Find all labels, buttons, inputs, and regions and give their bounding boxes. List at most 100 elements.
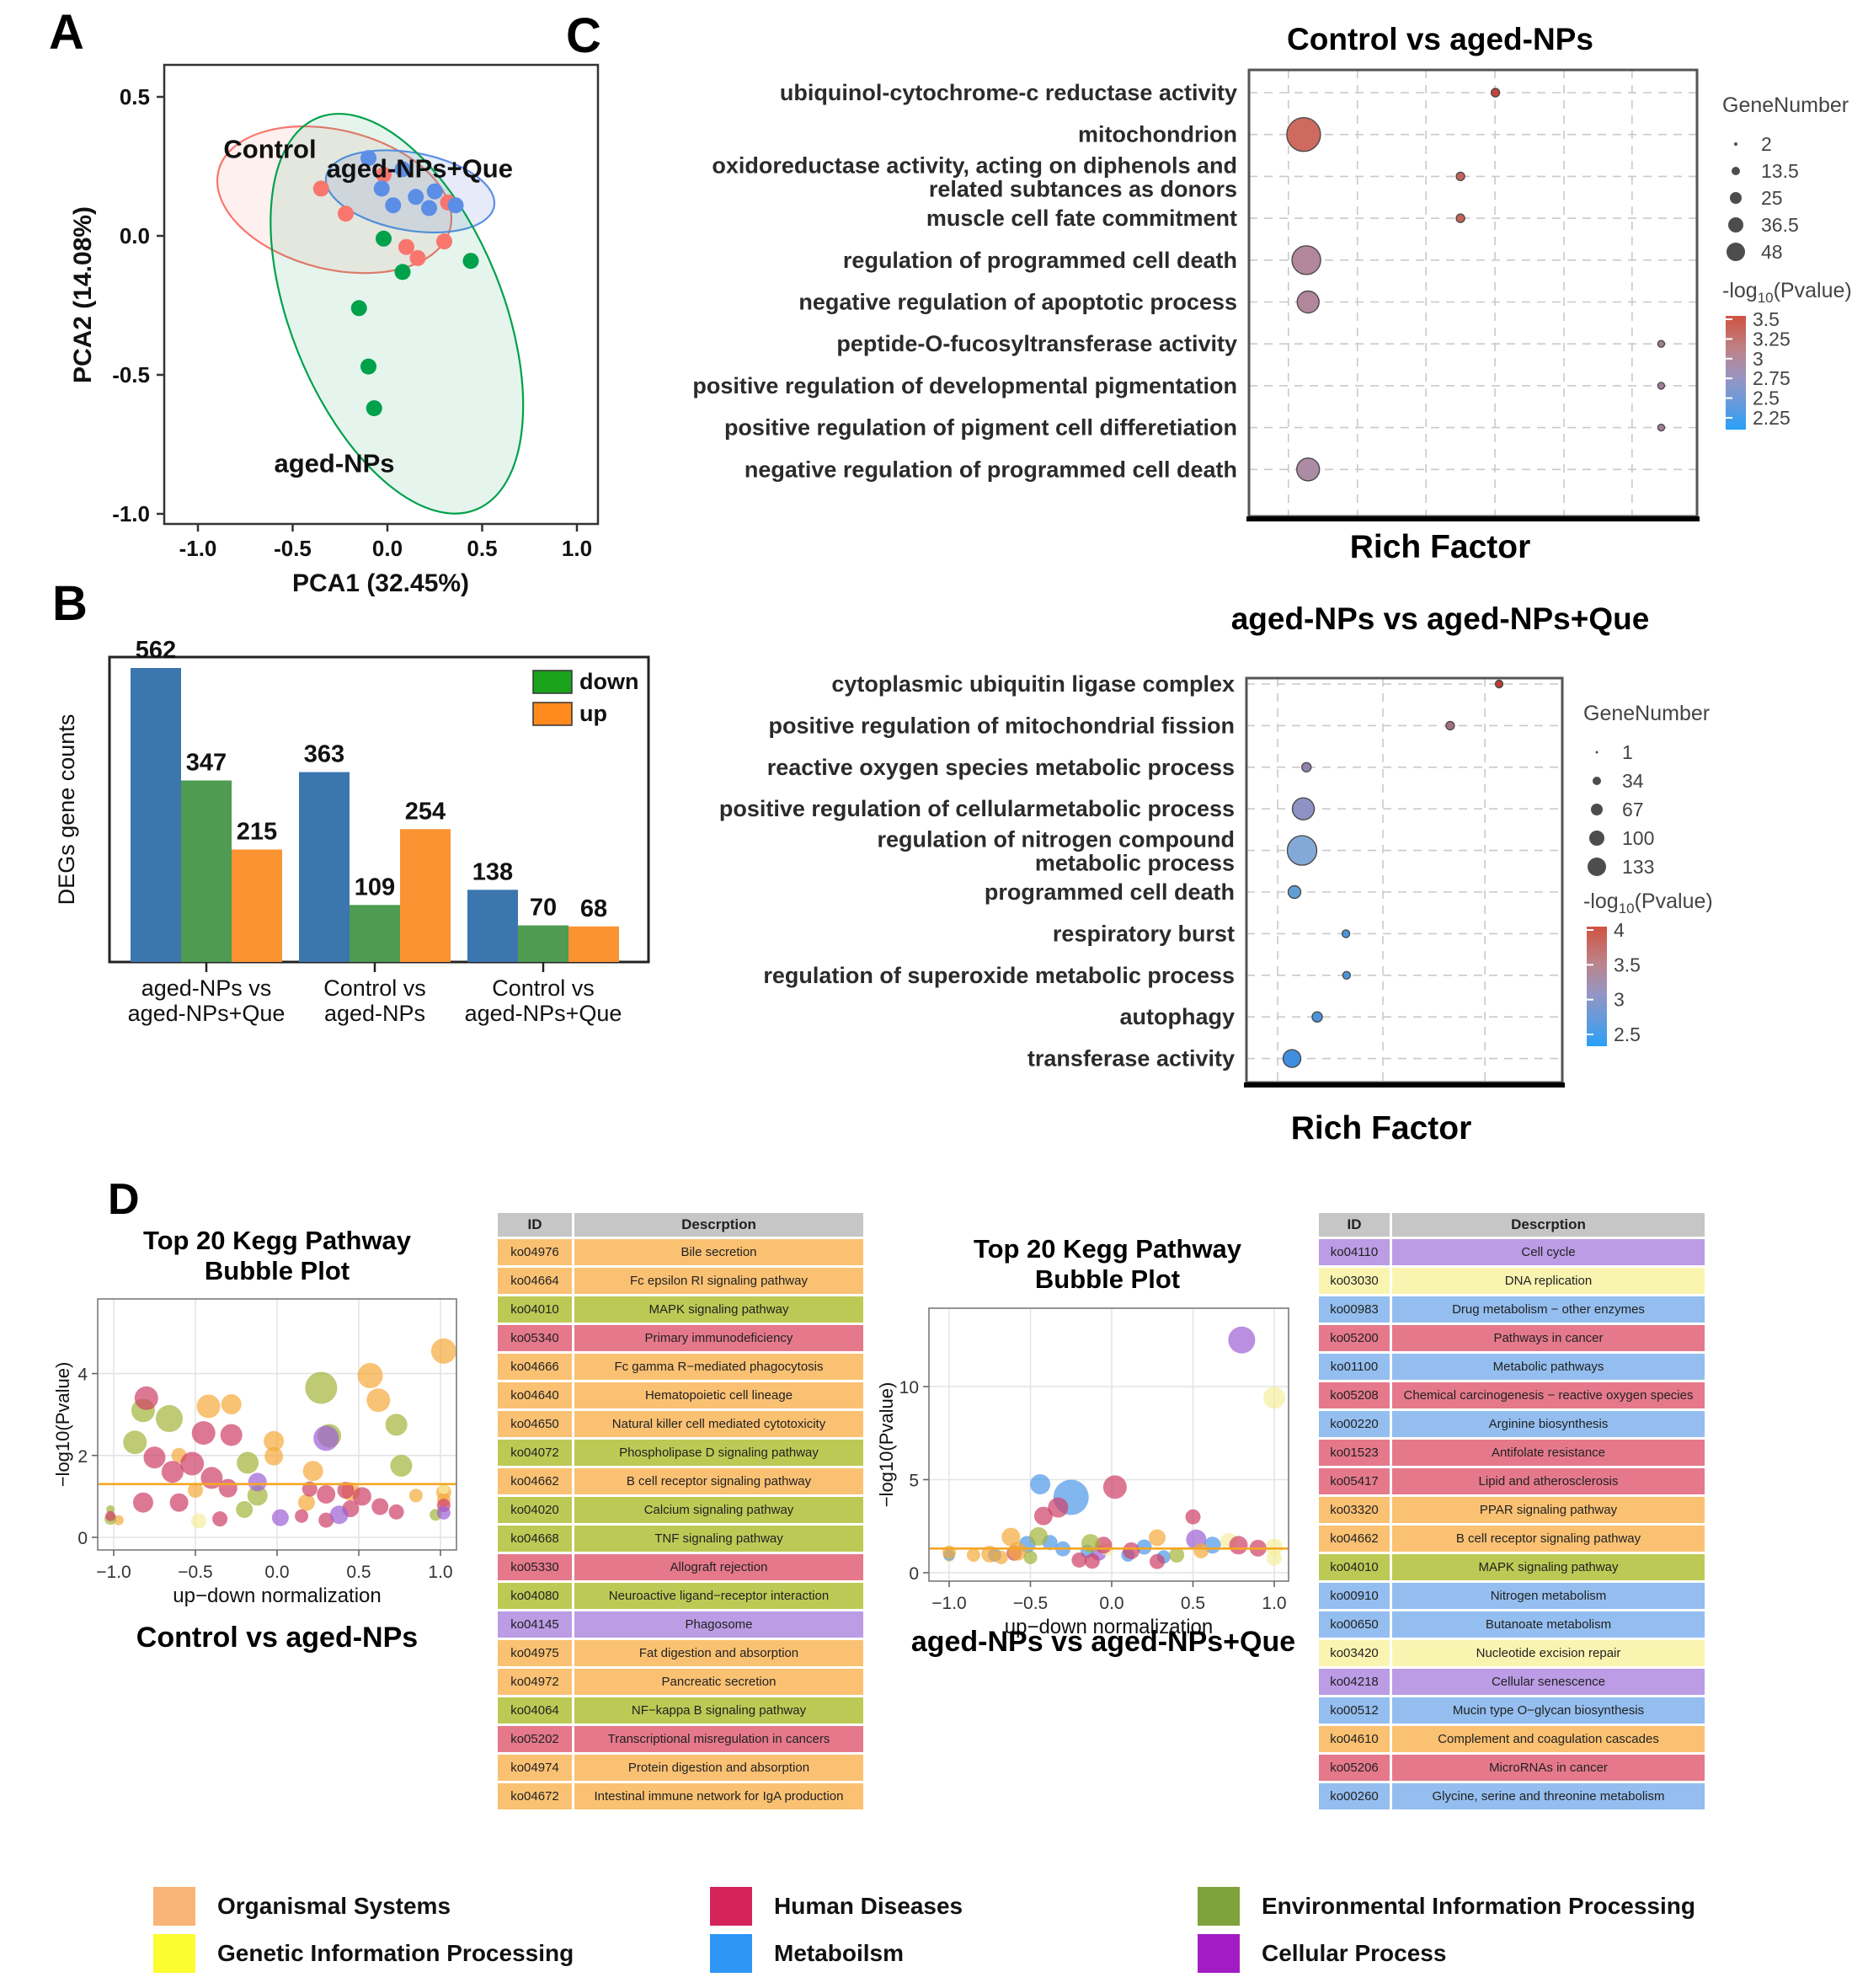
go-row-label: metabolic process — [1035, 851, 1235, 876]
size-legend-dot — [1727, 243, 1745, 261]
table-cell: Protein digestion and absorption — [574, 1755, 863, 1781]
size-legend-dot — [1734, 142, 1737, 146]
go-row-label: programmed cell death — [985, 879, 1235, 905]
color-legend-value: 2.25 — [1753, 407, 1791, 429]
table-cell: PPAR signaling pathway — [1392, 1497, 1705, 1523]
color-legend-title: -log10(Pvalue) — [1583, 890, 1713, 917]
pca-plot: Control aged-NPs+Que aged-NPs 0.5 0.0 -0.5 -1.… — [69, 63, 600, 597]
kegg-bubble — [318, 1512, 334, 1528]
x-tick-label: 0.0 — [264, 1563, 289, 1582]
table-cell: ko00910 — [1319, 1583, 1390, 1609]
pca-point — [366, 400, 382, 417]
go-row-label: mitochondrion — [1078, 122, 1237, 147]
go-row-label: positive regulation of cellularmetabolic… — [719, 796, 1235, 821]
kegg-bubble — [143, 1446, 166, 1469]
go-row-label: negative regulation of apoptotic process — [798, 290, 1237, 315]
deg-ylabel: DEGs gene counts — [54, 714, 79, 906]
go-row-label: transferase activity — [1027, 1046, 1235, 1071]
size-legend-dot — [1730, 192, 1742, 204]
kegg-bubble — [408, 1488, 423, 1503]
kegg-bubble — [388, 1504, 404, 1520]
go-row-label: muscle cell fate commitment — [926, 206, 1237, 231]
pca-group-label: Control — [223, 135, 316, 164]
kegg-bubble — [981, 1545, 999, 1563]
table-cell: Butanoate metabolism — [1392, 1611, 1705, 1638]
table-header-row: ID Descrption — [498, 1213, 863, 1237]
pca-point — [462, 253, 479, 270]
table-cell: MAPK signaling pathway — [574, 1296, 863, 1323]
go-row-label: autophagy — [1119, 1004, 1235, 1029]
table-cell: ko04662 — [1319, 1526, 1390, 1552]
table-row: ko03420 Nucleotide excision repair — [1319, 1640, 1705, 1666]
size-legend-value: 36.5 — [1761, 214, 1799, 236]
color-legend-value: 3.5 — [1753, 308, 1780, 330]
category-label: Human Diseases — [774, 1893, 963, 1919]
deg-group-label: aged-NPs+Que — [465, 1001, 622, 1026]
go-bubble — [1490, 88, 1501, 98]
table-row: ko04664 Fc epsilon RI signaling pathway — [498, 1268, 863, 1294]
kegg-bubble — [1169, 1547, 1185, 1563]
kegg-pathway-table-1: ID Descrption ko04976 Bile secretion ko04664… — [495, 1210, 866, 1812]
x-tick-label: -0.5 — [274, 536, 312, 561]
pca-group-label: aged-NPs+Que — [327, 154, 513, 184]
table-cell: ko04110 — [1319, 1239, 1390, 1265]
pca-point — [338, 206, 354, 222]
size-legend-value: 67 — [1622, 799, 1644, 820]
kegg-bubble — [295, 1509, 309, 1523]
kegg-bubble — [297, 1494, 315, 1511]
go-bubble — [1341, 929, 1351, 938]
kegg-bubble — [134, 1386, 158, 1410]
table-cell: Cellular senescence — [1392, 1669, 1705, 1695]
table-cell: ko04640 — [498, 1382, 572, 1408]
table-cell: Lipid and atherosclerosis — [1392, 1468, 1705, 1494]
kegg-bubble — [994, 1550, 1008, 1564]
x-tick-label: 1.0 — [428, 1563, 452, 1582]
x-tick-label: 0.5 — [467, 536, 497, 561]
deg-group-label: aged-NPs+Que — [128, 1001, 286, 1026]
table-cell: Bile secretion — [574, 1239, 863, 1265]
table-cell: Fc gamma R−mediated phagocytosis — [574, 1354, 863, 1380]
category-label: Genetic Information Processing — [217, 1940, 574, 1966]
table-row: ko04020 Calcium signaling pathway — [498, 1497, 863, 1523]
kegg-bubble — [385, 1414, 408, 1436]
pathway-table: ID Descrption ko04110 Cell cycle ko03030 DNA … — [1316, 1210, 1707, 1812]
table-cell: ko00260 — [1319, 1783, 1390, 1809]
color-legend-title: -log10(Pvalue) — [1722, 279, 1852, 306]
table-row: ko00220 Arginine biosynthesis — [1319, 1411, 1705, 1437]
deg-bar-value: 254 — [405, 798, 446, 825]
table-cell: ko04672 — [498, 1783, 572, 1809]
deg-bar — [181, 780, 232, 962]
x-tick-label: -1.0 — [179, 536, 217, 561]
category-legend-item: Environmental Information Processing — [1198, 1887, 1695, 1926]
size-legend-dot — [1588, 858, 1606, 876]
kegg-bubble — [1150, 1553, 1166, 1569]
table-cell: Glycine, serine and threonine metabolism — [1392, 1783, 1705, 1809]
deg-legend-swatch — [532, 702, 573, 726]
kegg1-title: Top 20 Kegg Pathway Bubble Plot — [88, 1226, 467, 1285]
kegg1-title-line1: Top 20 Kegg Pathway — [142, 1226, 412, 1255]
go-bubble — [1287, 884, 1302, 900]
go-bubble — [1311, 1011, 1323, 1023]
table-row: ko04668 TNF signaling pathway — [498, 1526, 863, 1552]
table-row: ko03320 PPAR signaling pathway — [1319, 1497, 1705, 1523]
kegg-bubble — [352, 1487, 371, 1506]
y-tick-label: 4 — [77, 1365, 88, 1385]
go-row-label: regulation of superoxide metabolic proce… — [763, 963, 1235, 988]
kegg-bubble — [1263, 1387, 1285, 1409]
deg-legend-label: up — [579, 701, 607, 726]
kegg-bubble — [169, 1493, 189, 1512]
table-cell: ko04650 — [498, 1411, 572, 1437]
deg-bar-value: 68 — [580, 895, 607, 922]
category-swatch — [1198, 1934, 1240, 1973]
y-tick-label: 2 — [77, 1447, 88, 1467]
panel-c-label: C — [566, 8, 601, 63]
deg-bar — [232, 849, 282, 962]
size-legend-value: 1 — [1622, 741, 1633, 763]
color-legend-value: 4 — [1614, 919, 1625, 941]
table-row: ko05208 Chemical carcinogenesis − reactiv… — [1319, 1382, 1705, 1408]
size-legend-value: 25 — [1761, 187, 1783, 209]
category-swatch — [1198, 1887, 1240, 1926]
table-cell: Drug metabolism − other enzymes — [1392, 1296, 1705, 1323]
table-row: ko00910 Nitrogen metabolism — [1319, 1583, 1705, 1609]
kegg-bubble — [271, 1509, 289, 1526]
